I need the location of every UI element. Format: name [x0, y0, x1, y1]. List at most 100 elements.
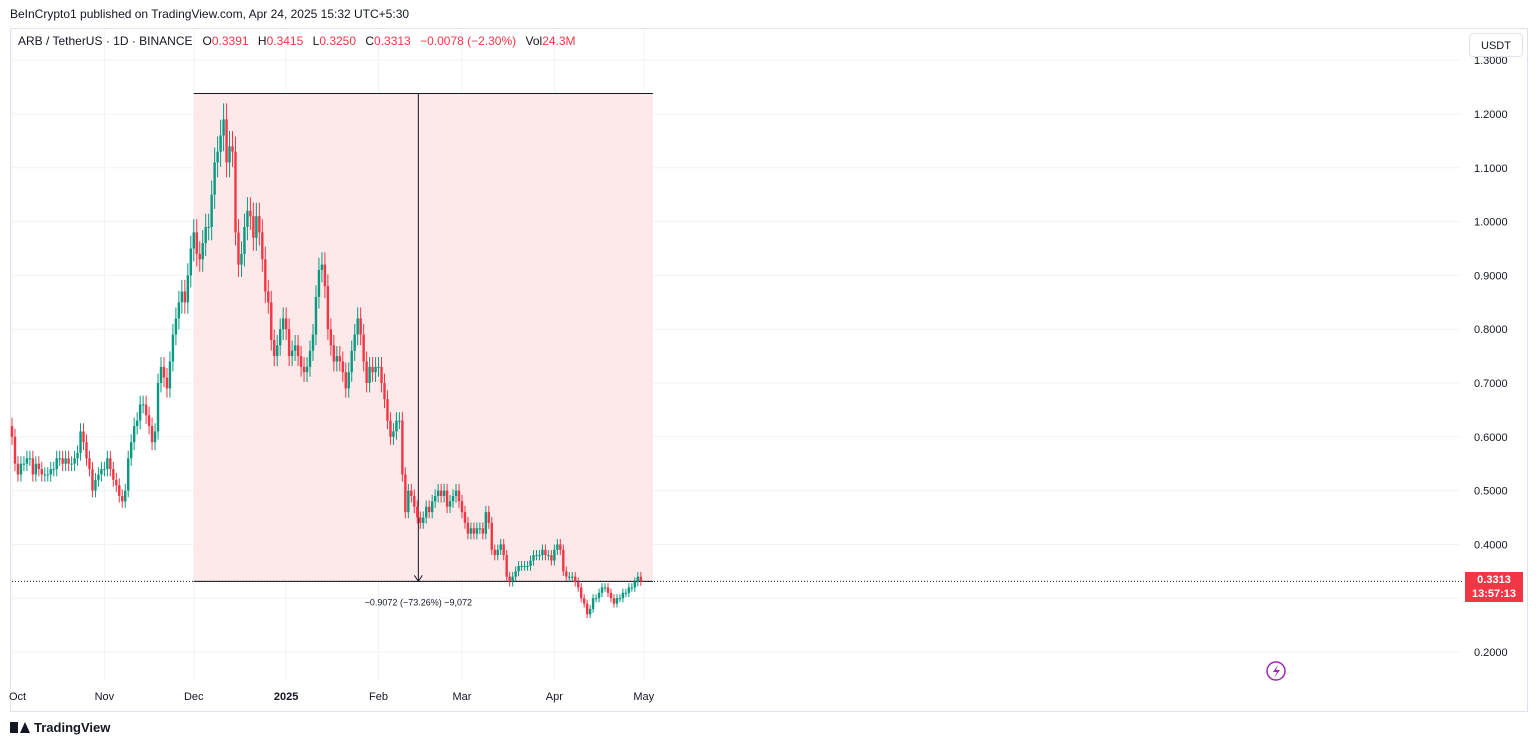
publisher-line: BeInCrypto1 published on TradingView.com… [10, 7, 410, 21]
candle-body [535, 555, 538, 557]
candle-body [579, 587, 583, 599]
candle-body [153, 431, 157, 443]
candle-body [49, 469, 52, 475]
candle-body [413, 495, 416, 507]
candle-body [70, 463, 73, 465]
candle-body [395, 420, 398, 432]
y-tick-label: 1.1000 [1474, 163, 1508, 175]
candle-body [121, 495, 124, 502]
candle-body [359, 318, 362, 335]
candle-body [43, 474, 46, 476]
candle-body [347, 372, 350, 389]
candle-body [594, 598, 598, 600]
candle-body [323, 264, 327, 287]
candle-body [13, 436, 17, 464]
candle-body [538, 555, 541, 557]
low-value: 0.3250 [319, 34, 357, 48]
candle-body [565, 571, 568, 577]
candle-body [332, 345, 336, 362]
candle-body [475, 528, 479, 534]
candle-body [463, 512, 467, 523]
candle-body [147, 415, 151, 427]
candle-body [526, 565, 529, 567]
measure-arrow-head [413, 575, 423, 583]
candle-body [195, 232, 198, 254]
candle-body [246, 210, 249, 227]
candle-body [603, 587, 607, 589]
candle-body [31, 458, 35, 475]
candle-body [451, 495, 455, 502]
candle-body [469, 528, 473, 534]
candle-body [287, 329, 291, 357]
candle-body [252, 216, 255, 238]
x-tick-label: Dec [184, 691, 204, 703]
candle-body [198, 253, 201, 260]
candle-body [460, 501, 464, 513]
candle-body [183, 291, 187, 303]
candle-body [416, 506, 419, 518]
candle-body [204, 226, 207, 244]
candle-body [138, 404, 142, 421]
candle-body [228, 146, 231, 163]
candle-body [10, 426, 14, 437]
candle-body [320, 264, 324, 271]
candle-body [362, 334, 365, 362]
candle-body [371, 366, 374, 373]
lightning-bolt-icon [1273, 665, 1280, 678]
close-label: C [365, 34, 375, 48]
candle-body [490, 522, 493, 550]
candle-body [344, 372, 347, 389]
currency-button[interactable]: USDT [1469, 33, 1523, 57]
tradingview-brand[interactable]: TradingView [10, 720, 110, 735]
candle-body [317, 270, 321, 297]
symbol-label[interactable]: ARB / TetherUS · 1D · BINANCE [18, 34, 193, 48]
y-tick-label: 0.5000 [1474, 486, 1508, 498]
candle-body [436, 490, 440, 496]
candle-body [487, 512, 490, 523]
candle-body [380, 366, 383, 383]
candle-body [511, 576, 514, 583]
candle-body [353, 334, 356, 351]
candle-body [240, 253, 243, 265]
candle-body [46, 474, 49, 476]
candle-body [28, 458, 32, 460]
candle-body [505, 555, 508, 577]
candle-body [237, 232, 240, 265]
candle-body [350, 350, 353, 373]
open-label: O [202, 34, 212, 48]
candle-body [58, 458, 61, 460]
candle-body [88, 458, 91, 470]
candle-body [433, 495, 437, 502]
candle-body [582, 598, 586, 604]
candle-body [499, 544, 502, 550]
candle-body [234, 151, 237, 233]
candle-body [562, 549, 565, 572]
candle-body [273, 339, 276, 357]
candle-body [630, 587, 634, 589]
candle-body [270, 302, 273, 340]
candle-body [249, 210, 252, 217]
candle-body [329, 329, 333, 346]
candle-body [103, 469, 106, 471]
candle-body [296, 345, 300, 357]
price-axis: 0.20000.30000.40000.50000.60000.70000.80… [1474, 55, 1508, 659]
candle-body [627, 587, 631, 593]
candle-body [162, 366, 166, 378]
candle-body [410, 490, 413, 496]
candle-body [553, 549, 556, 561]
candle-body [496, 549, 499, 556]
candle-body [284, 318, 288, 330]
candle-body [115, 479, 118, 486]
candle-body [335, 356, 339, 362]
candle-body [180, 291, 184, 303]
candle-body [34, 463, 38, 475]
candle-body [597, 592, 601, 599]
candle-body [165, 377, 169, 389]
candle-body [135, 420, 139, 427]
candle-body [168, 361, 172, 389]
candle-body [261, 232, 264, 260]
candle-body [445, 490, 449, 507]
candle-body [100, 469, 103, 475]
candle-body [156, 383, 160, 432]
